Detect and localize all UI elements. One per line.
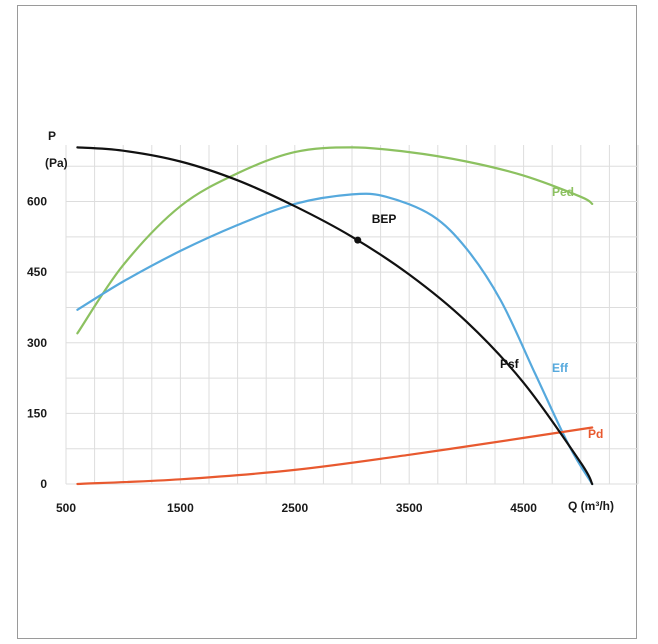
- grid: [65, 145, 639, 485]
- x-tick-label: 1500: [167, 501, 194, 515]
- series-line-pd: [76, 426, 594, 486]
- x-axis-label: Q (m³/h): [568, 499, 614, 513]
- series-line-psf: [76, 146, 594, 486]
- series-label-pd: Pd: [588, 427, 603, 441]
- y-axis-label-line2: (Pa): [45, 156, 68, 170]
- y-tick-label: 300: [27, 336, 47, 350]
- series-line-ped: [76, 146, 594, 335]
- bep-point: [354, 236, 362, 244]
- x-tick-label: 500: [56, 501, 76, 515]
- x-tick-label: 3500: [396, 501, 423, 515]
- chart-frame: [17, 5, 637, 639]
- bep-label: BEP: [372, 212, 397, 226]
- y-axis-label-line1: P: [48, 129, 56, 143]
- series-line-eff: [76, 192, 594, 486]
- series-labels: Ped Eff Pd Psf: [500, 185, 603, 441]
- y-tick-label: 150: [27, 406, 47, 420]
- series-label-psf: Psf: [500, 357, 520, 371]
- x-tick-label: 2500: [281, 501, 308, 515]
- tick-labels: 500 1500 2500 3500 4500 0 150 300 450 600: [27, 195, 537, 516]
- series-label-ped: Ped: [552, 185, 574, 199]
- y-tick-label: 0: [40, 477, 47, 491]
- y-tick-label: 450: [27, 265, 47, 279]
- x-tick-label: 4500: [510, 501, 537, 515]
- series-layer: [76, 146, 594, 486]
- series-label-eff: Eff: [552, 361, 569, 375]
- annotations: BEP: [354, 212, 396, 244]
- y-tick-label: 600: [27, 195, 47, 209]
